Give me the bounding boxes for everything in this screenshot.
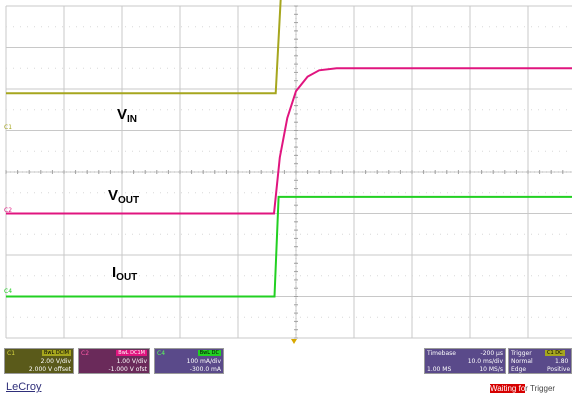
c1-offset: 2.000 V offset (28, 366, 71, 373)
timebase-rate: 10 MS/s (479, 366, 503, 373)
c2-coupling: BwL DC1M (116, 350, 147, 356)
iout-label: IOUT (112, 264, 138, 283)
trigger-descriptor[interactable]: Trigger C1 DC Normal 1.80 Edge Positive (508, 348, 572, 374)
scope-screen (5, 0, 572, 344)
trace-iout (6, 195, 572, 298)
c1-id: C1 (7, 350, 16, 357)
trigger-mode: Normal (511, 358, 533, 365)
c4-descriptor[interactable]: C4 BwL DC 100 mA/div -300.0 mA (154, 348, 224, 374)
timebase-descriptor[interactable]: Timebase -200 µs 10.0 ms/div 1.00 MS 10 … (424, 348, 506, 374)
trigger-status-rest: r Trigger (525, 384, 556, 393)
c4-offset: -300.0 mA (189, 366, 221, 373)
vout-label: VOUT (108, 187, 140, 206)
waveform-traces (6, 0, 572, 298)
timebase-per-div: 10.0 ms/div (467, 358, 503, 365)
trigger-type: Edge (511, 366, 527, 373)
status-bar: C1 BwL DCIM 2.00 V/div 2.000 V offset C2… (0, 344, 572, 394)
c1-marker[interactable]: C1 (4, 124, 13, 131)
c2-marker[interactable]: C2 (4, 207, 13, 214)
trigger-level: 1.80 (555, 358, 569, 365)
trigger-status-highlight: Waiting fo (490, 384, 526, 393)
timebase-samples: 1.00 MS (427, 366, 452, 373)
c4-scale: 100 mA/div (186, 358, 221, 365)
trigger-label: Trigger (511, 350, 532, 357)
c1-scale: 2.00 V/div (40, 358, 71, 365)
timebase-delay: -200 µs (480, 350, 503, 357)
timebase-label: Timebase (427, 350, 456, 357)
c4-marker[interactable]: C4 (4, 288, 13, 295)
c4-coupling: BwL DC (197, 350, 221, 356)
trigger-status: Waiting for Trigger (490, 384, 555, 393)
c2-scale: 1.00 V/div (116, 358, 147, 365)
c1-coupling: BwL DCIM (41, 350, 71, 356)
c1-descriptor[interactable]: C1 BwL DCIM 2.00 V/div 2.000 V offset (4, 348, 74, 374)
trigger-position-icon (291, 339, 297, 344)
trace-vout (6, 67, 572, 215)
trigger-channel: C1 DC (545, 350, 565, 356)
c2-descriptor[interactable]: C2 BwL DC1M 1.00 V/div -1.000 V ofst (78, 348, 150, 374)
vin-label: VIN (117, 106, 138, 125)
graticule (5, 5, 572, 339)
trigger-slope: Positive (547, 366, 571, 373)
c4-id: C4 (157, 350, 166, 357)
lecroy-logo: LeCroy (6, 381, 42, 393)
trace-vin (6, 0, 282, 95)
c2-offset: -1.000 V ofst (108, 366, 147, 373)
c2-id: C2 (81, 350, 90, 357)
